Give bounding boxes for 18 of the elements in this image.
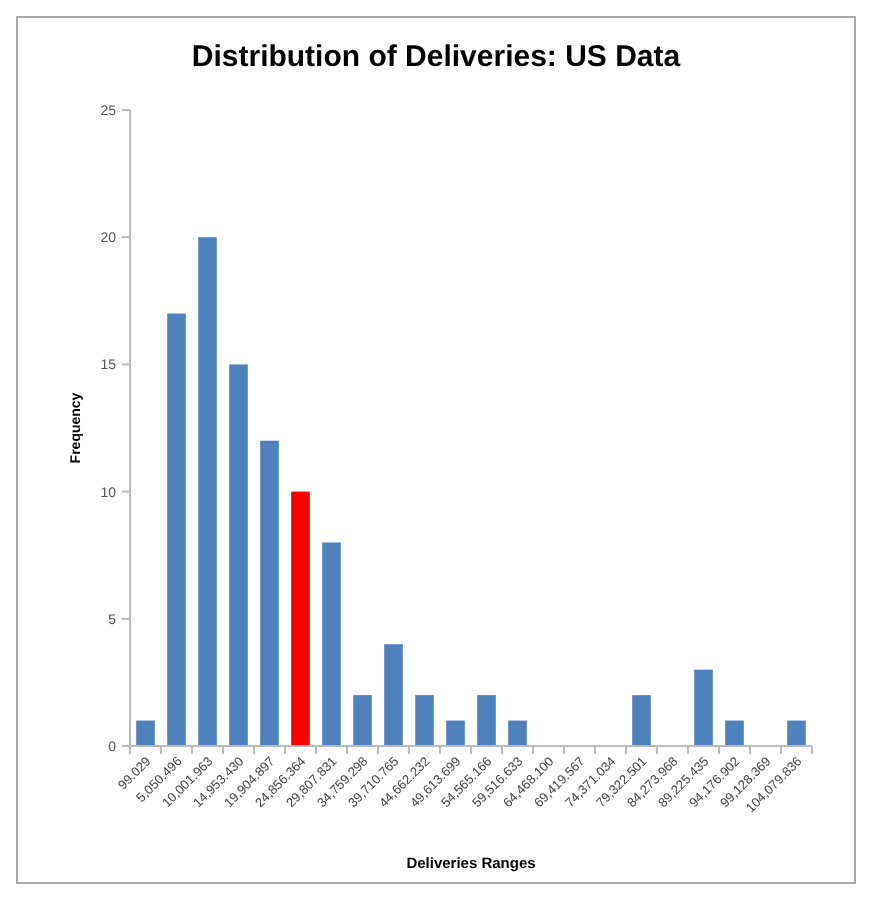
bar [291, 491, 310, 746]
bar [353, 695, 372, 746]
bar [508, 720, 527, 746]
bar [787, 720, 806, 746]
bar [477, 695, 496, 746]
bar [415, 695, 434, 746]
bar [198, 237, 217, 746]
bar [229, 364, 248, 746]
bar [322, 542, 341, 746]
bar [167, 313, 186, 746]
bar [694, 669, 713, 746]
bar [384, 644, 403, 746]
chart-title: Distribution of Deliveries: US Data [191, 40, 682, 74]
bar [136, 720, 155, 746]
bar [725, 720, 744, 746]
bar [446, 720, 465, 746]
bar [260, 440, 279, 746]
bar [632, 695, 651, 746]
